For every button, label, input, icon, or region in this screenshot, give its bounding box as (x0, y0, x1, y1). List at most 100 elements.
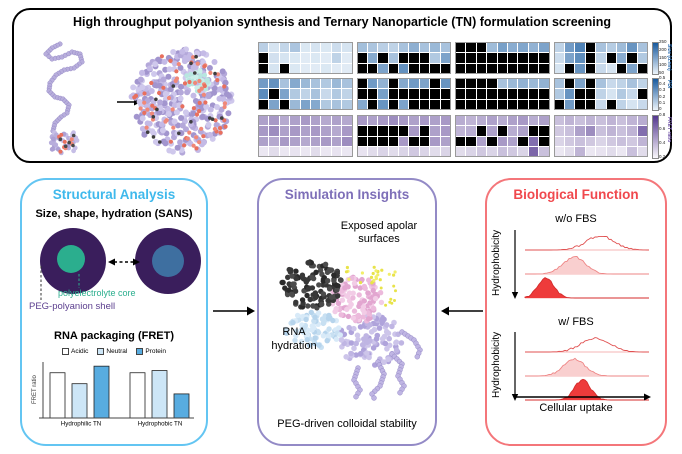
heatmap-cell (279, 43, 290, 53)
heatmap-cell (399, 89, 409, 99)
heatmap-cell (539, 126, 549, 136)
heatmap-cell (367, 136, 378, 146)
heatmap-cell (466, 126, 476, 136)
heatmap-cell (627, 43, 637, 53)
heatmap-cell (606, 89, 616, 99)
heatmap-cell (378, 116, 388, 126)
heatmap-cell (528, 116, 539, 126)
heatmap-cell (575, 43, 585, 53)
heatmap-cell (290, 63, 300, 73)
heatmap-cell (331, 89, 342, 99)
structural-panel-title: Structural Analysis (52, 187, 176, 202)
heatmap-cell (259, 136, 269, 146)
heatmap-cell (321, 43, 331, 53)
histogram-curve (525, 256, 649, 275)
heatmap-cell (331, 136, 342, 146)
legend-item-neutral: Neutral (97, 348, 127, 355)
heatmap-cell (388, 53, 399, 63)
heatmap-cell (616, 99, 627, 109)
colorbar-tick: 0.2 (659, 154, 666, 159)
fret-bar-chart: FRET ratio Hydrophilic TN Hydrophobic TN (32, 362, 194, 428)
heatmap-cell (430, 99, 440, 109)
colorbar-tick: 250 (659, 39, 667, 44)
size-heatmap-group (356, 42, 452, 74)
heatmap-cell (616, 136, 627, 146)
histogram-curve (525, 357, 649, 377)
heatmap-cell (321, 116, 331, 126)
heatmap-cell (497, 43, 507, 53)
heatmap-cell (300, 136, 310, 146)
heatmap-cell (518, 116, 528, 126)
heatmap-cell (331, 53, 342, 63)
heatmap-cell (342, 126, 352, 136)
heatmap-cell (564, 89, 575, 99)
heatmap-cell (388, 99, 399, 109)
heatmap-cell (378, 146, 388, 157)
heatmap-cell (342, 116, 352, 126)
heatmap-cell (430, 79, 440, 89)
heatmap-cell (259, 53, 269, 63)
legend-item-protein: Protein (136, 348, 166, 355)
heatmap-cell (321, 79, 331, 89)
heatmap-cell (378, 79, 388, 89)
fret-x-tick-hydrophilic: Hydrophilic TN (61, 421, 101, 428)
heatmap-cell (637, 99, 648, 109)
heatmap-cell (487, 43, 497, 53)
heatmap-cell (300, 63, 310, 73)
heatmap-cell (487, 53, 497, 63)
heatmap-cell (378, 99, 388, 109)
heatmap-cell (564, 146, 575, 157)
heatmap-cell (279, 99, 290, 109)
heatmap-cell (497, 116, 507, 126)
heatmap-cell (399, 43, 409, 53)
heatmap-cell (378, 53, 388, 63)
bar-acidic-hydrophobic (129, 372, 146, 419)
heatmap-cell (290, 89, 300, 99)
bar-neutral-hydrophilic (71, 383, 88, 419)
heatmap-cell (440, 89, 451, 99)
heatmap-cell (342, 63, 352, 73)
heatmap-cell (564, 63, 575, 73)
heatmap-cell (290, 43, 300, 53)
heatmap-cell (290, 53, 300, 63)
heatmap-cell (476, 146, 487, 157)
heatmap-cell (637, 53, 648, 63)
heatmap-cell (606, 146, 616, 157)
heatmap-cell (627, 99, 637, 109)
heatmap-cell (331, 146, 342, 157)
heatmap-cell (419, 89, 430, 99)
heatmap-cell (269, 79, 279, 89)
colorbar-tick: 100 (659, 62, 667, 68)
heatmap-cell (300, 146, 310, 157)
heatmap-cell (342, 79, 352, 89)
heatmap-cell (331, 79, 342, 89)
fret-x-tick-hydrophobic: Hydrophobic TN (138, 421, 183, 428)
heatmap-cell (476, 79, 487, 89)
colorbar-tick: 0.1 (659, 99, 666, 105)
histogram-curve (525, 378, 649, 401)
heatmap-cell (430, 126, 440, 136)
heatmap-cell (585, 63, 596, 73)
heatmap-cell (596, 43, 606, 53)
heatmap-cell (518, 146, 528, 157)
heatmap-cell (518, 79, 528, 89)
heatmap-cell (606, 136, 616, 146)
heatmap-cell (507, 63, 518, 73)
heatmap-cell (357, 53, 367, 63)
heatmap-cell (575, 89, 585, 99)
heatmap-cell (409, 79, 419, 89)
heatmap-cell (378, 136, 388, 146)
heatmap-cell (409, 136, 419, 146)
colorbar-axis-label: PDI (666, 80, 672, 89)
heatmap-cell (554, 89, 564, 99)
colorbar-tick: 0.4 (659, 81, 666, 87)
heatmap-cell (575, 53, 585, 63)
heatmap-cell (518, 126, 528, 136)
polyanion-chain-illustration (43, 41, 85, 156)
pdi-heatmap-group (553, 78, 649, 110)
heatmap-cell (616, 53, 627, 63)
heatmap-cell (440, 136, 451, 146)
heatmap-cell (388, 63, 399, 73)
heatmap-cell (419, 136, 430, 146)
heatmap-cell (440, 146, 451, 157)
